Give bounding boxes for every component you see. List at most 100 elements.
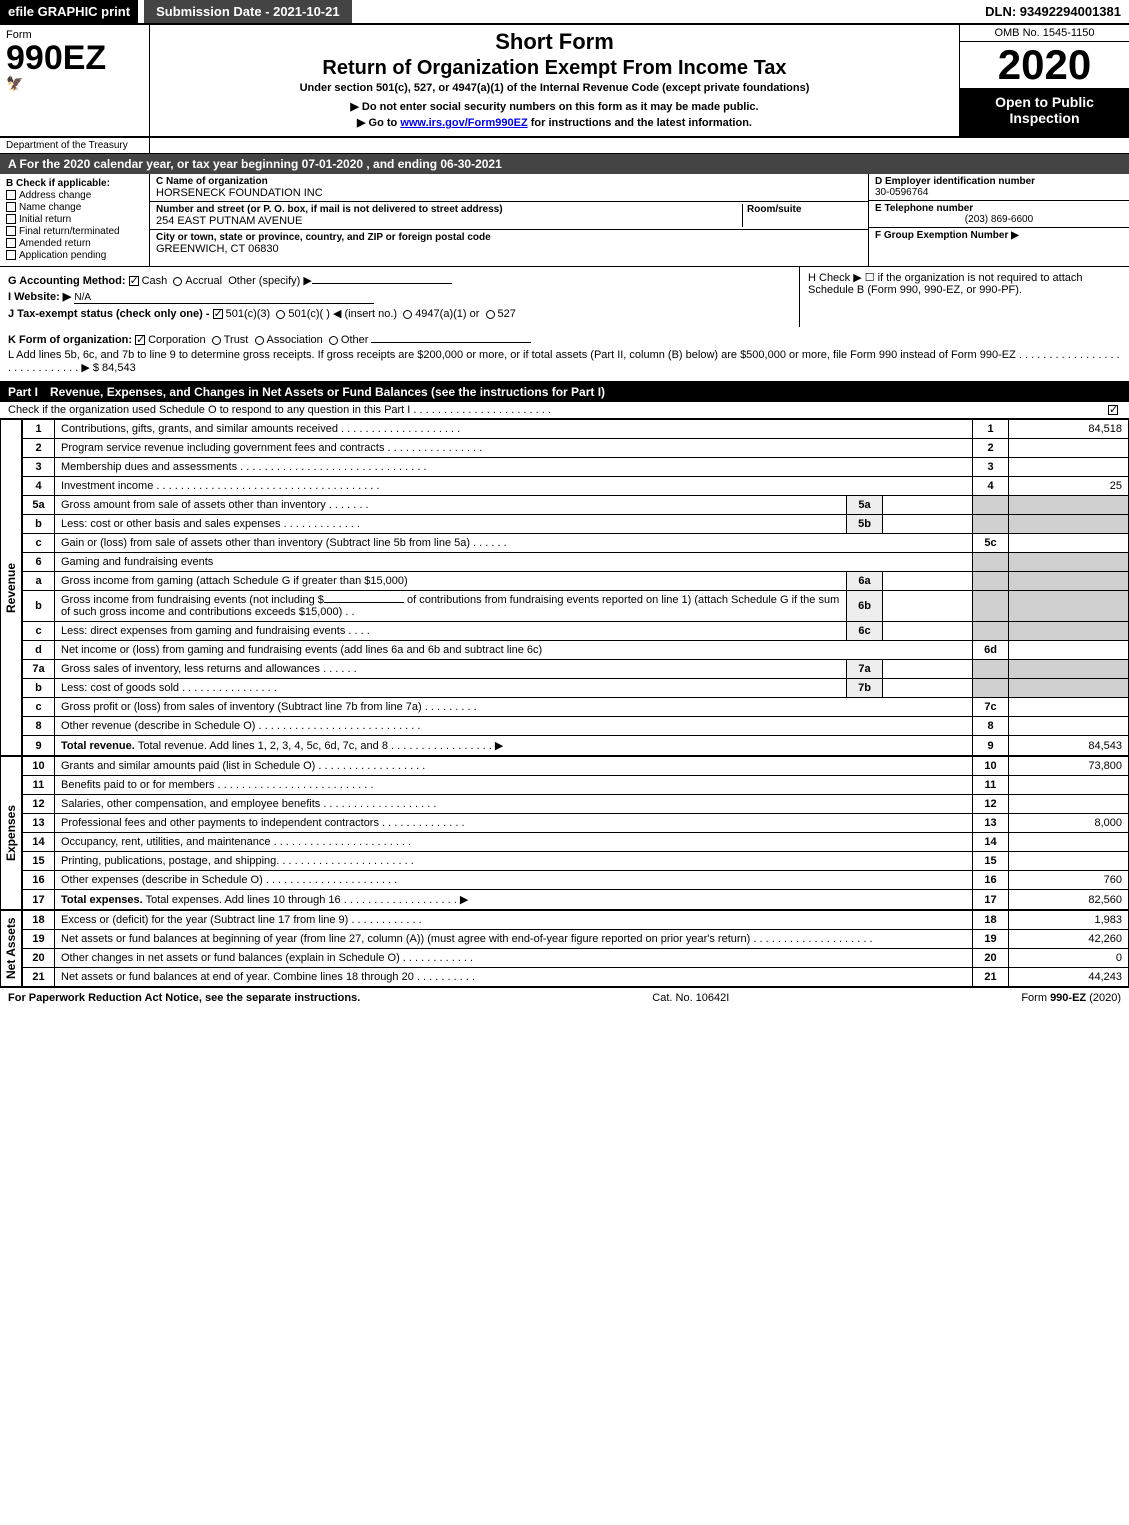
- l11-amt: [1009, 776, 1129, 795]
- l6a-subval: [883, 572, 973, 591]
- l19-ref: 19: [973, 930, 1009, 949]
- check-final-return[interactable]: Final return/terminated: [6, 226, 143, 237]
- check-application-pending[interactable]: Application pending: [6, 250, 143, 261]
- l6b-sub: 6b: [847, 591, 883, 622]
- part1-subtitle: Check if the organization used Schedule …: [8, 404, 551, 416]
- open-public-line2: Inspection: [964, 110, 1125, 126]
- l9-num: 9: [23, 736, 55, 756]
- g-cash-checkbox[interactable]: [129, 276, 139, 286]
- l6a-shade2: [1009, 572, 1129, 591]
- ein-row: D Employer identification number 30-0596…: [869, 174, 1129, 201]
- application-pending-label: Application pending: [19, 250, 106, 261]
- city-label: City or town, state or province, country…: [156, 232, 862, 243]
- ein-value: 30-0596764: [875, 187, 1123, 198]
- footer-center: Cat. No. 10642I: [652, 992, 729, 1004]
- g-accrual-radio[interactable]: [173, 277, 182, 286]
- l16-desc: Other expenses (describe in Schedule O) …: [55, 871, 973, 890]
- k-corp-label: Corporation: [148, 334, 205, 346]
- k-assoc-label: Association: [267, 334, 323, 346]
- irs-link[interactable]: www.irs.gov/Form990EZ: [400, 117, 527, 129]
- l6a-shade1: [973, 572, 1009, 591]
- line-6: 6Gaming and fundraising events: [23, 553, 1129, 572]
- j-501c3-checkbox[interactable]: [213, 309, 223, 319]
- l17-desc: Total expenses. Total expenses. Add line…: [55, 890, 973, 910]
- l21-num: 21: [23, 968, 55, 987]
- top-bar: efile GRAPHIC print Submission Date - 20…: [0, 0, 1129, 25]
- line-14: 14Occupancy, rent, utilities, and mainte…: [23, 833, 1129, 852]
- l14-desc: Occupancy, rent, utilities, and maintena…: [55, 833, 973, 852]
- l5b-desc: Less: cost or other basis and sales expe…: [55, 515, 847, 534]
- subtitle: Under section 501(c), 527, or 4947(a)(1)…: [158, 82, 951, 94]
- l4-ref: 4: [973, 477, 1009, 496]
- line-19: 19Net assets or fund balances at beginni…: [23, 930, 1129, 949]
- l6d-amt: [1009, 641, 1129, 660]
- l2-ref: 2: [973, 439, 1009, 458]
- room-label: Room/suite: [747, 204, 862, 215]
- l11-desc: Benefits paid to or for members . . . . …: [55, 776, 973, 795]
- short-form-title: Short Form: [158, 29, 951, 55]
- i-label: I Website: ▶: [8, 291, 71, 303]
- l6-desc: Gaming and fundraising events: [55, 553, 973, 572]
- line-9: 9Total revenue. Total revenue. Add lines…: [23, 736, 1129, 756]
- l12-amt: [1009, 795, 1129, 814]
- line-7c: cGross profit or (loss) from sales of in…: [23, 698, 1129, 717]
- section-b-right: D Employer identification number 30-0596…: [869, 174, 1129, 266]
- check-address-change[interactable]: Address change: [6, 190, 143, 201]
- line-5a: 5aGross amount from sale of assets other…: [23, 496, 1129, 515]
- j-line: J Tax-exempt status (check only one) - 5…: [8, 307, 791, 320]
- group-exemption-row: F Group Exemption Number ▶: [869, 228, 1129, 243]
- l18-amt: 1,983: [1009, 911, 1129, 930]
- l6b-shade1: [973, 591, 1009, 622]
- l1-num: 1: [23, 420, 55, 439]
- f-label: F Group Exemption Number ▶: [875, 230, 1123, 241]
- j-4947-radio[interactable]: [403, 310, 412, 319]
- l20-ref: 20: [973, 949, 1009, 968]
- g-other-input[interactable]: [312, 283, 452, 284]
- check-name-change[interactable]: Name change: [6, 202, 143, 213]
- part1-schedule-o-checkbox[interactable]: [1108, 405, 1118, 415]
- l5b-subval: [883, 515, 973, 534]
- g-line: G Accounting Method: Cash Accrual Other …: [8, 274, 791, 287]
- l19-desc: Net assets or fund balances at beginning…: [55, 930, 973, 949]
- department-treasury: Department of the Treasury: [0, 138, 150, 153]
- j-527-radio[interactable]: [486, 310, 495, 319]
- dept-right-spacer: [959, 138, 1129, 153]
- l11-num: 11: [23, 776, 55, 795]
- l12-desc: Salaries, other compensation, and employ…: [55, 795, 973, 814]
- k-trust-radio[interactable]: [212, 336, 221, 345]
- l15-ref: 15: [973, 852, 1009, 871]
- l17-amt: 82,560: [1009, 890, 1129, 910]
- note-ssn: ▶ Do not enter social security numbers o…: [158, 100, 951, 113]
- tax-year: 2020: [960, 42, 1129, 88]
- l6b-subval: [883, 591, 973, 622]
- check-amended-return[interactable]: Amended return: [6, 238, 143, 249]
- l10-desc: Grants and similar amounts paid (list in…: [55, 757, 973, 776]
- l7b-desc: Less: cost of goods sold . . . . . . . .…: [55, 679, 847, 698]
- k-corp-checkbox[interactable]: [135, 335, 145, 345]
- l6b-desc: Gross income from fundraising events (no…: [55, 591, 847, 622]
- l5c-desc: Gain or (loss) from sale of assets other…: [55, 534, 973, 553]
- j-501c-radio[interactable]: [276, 310, 285, 319]
- l2-num: 2: [23, 439, 55, 458]
- g-accrual-label: Accrual: [185, 275, 222, 287]
- org-name: HORSENECK FOUNDATION INC: [156, 187, 862, 199]
- l16-amt: 760: [1009, 871, 1129, 890]
- street-label: Number and street (or P. O. box, if mail…: [156, 204, 742, 215]
- g-other-label: Other (specify) ▶: [228, 275, 312, 287]
- irs-eagle-icon: 🦅: [6, 75, 143, 92]
- l6b-blank[interactable]: [324, 602, 404, 603]
- city-row: City or town, state or province, country…: [150, 230, 868, 257]
- l13-amt: 8,000: [1009, 814, 1129, 833]
- l7a-num: 7a: [23, 660, 55, 679]
- check-initial-return[interactable]: Initial return: [6, 214, 143, 225]
- k-assoc-radio[interactable]: [255, 336, 264, 345]
- street-value: 254 EAST PUTNAM AVENUE: [156, 215, 742, 227]
- form-header: Form 990EZ 🦅 Short Form Return of Organi…: [0, 25, 1129, 138]
- l8-ref: 8: [973, 717, 1009, 736]
- l1-amt: 84,518: [1009, 420, 1129, 439]
- k-other-radio[interactable]: [329, 336, 338, 345]
- efile-graphic-print[interactable]: efile GRAPHIC print: [0, 0, 138, 23]
- line-6d: dNet income or (loss) from gaming and fu…: [23, 641, 1129, 660]
- k-other-input[interactable]: [371, 342, 531, 343]
- l7a-subval: [883, 660, 973, 679]
